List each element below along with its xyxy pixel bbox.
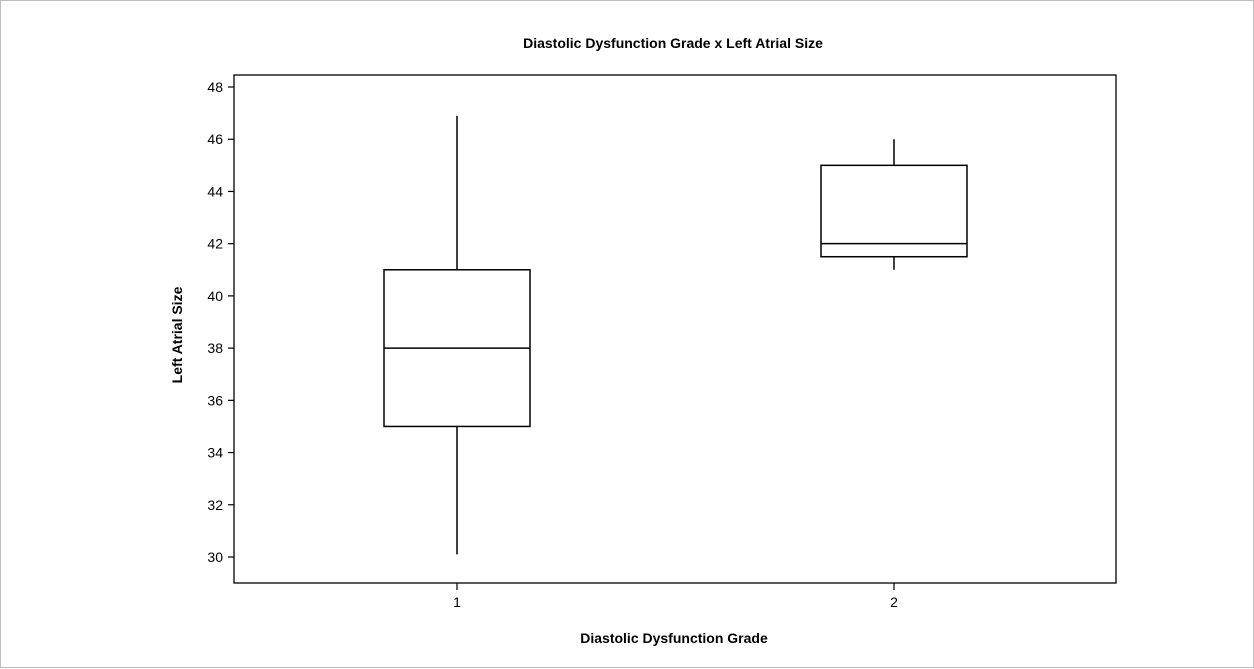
y-axis: 30 32 34 36 38 40 42 44 46 48 [207,79,234,565]
y-tick-label: 32 [207,497,223,513]
y-tick-label: 46 [207,131,223,147]
y-tick-label: 30 [207,549,223,565]
y-tick-label: 40 [207,288,223,304]
interquartile-box [820,164,968,258]
y-tick-label: 38 [207,340,223,356]
chart-title: Diastolic Dysfunction Grade x Left Atria… [523,35,823,51]
y-tick-label: 42 [207,236,223,252]
y-tick-label: 48 [207,79,223,95]
y-tick-label: 34 [207,445,223,461]
y-axis-title: Left Atrial Size [169,286,185,383]
y-tick-label: 44 [207,183,223,199]
box-group-grade-2 [820,139,968,270]
plot-area-border [233,74,1117,584]
box-group-grade-1 [383,115,531,555]
y-tick-label: 36 [207,392,223,408]
x-tick-label: 2 [890,594,898,610]
x-axis-title: Diastolic Dysfunction Grade [580,630,768,646]
boxes-layer [383,115,968,555]
x-tick-label: 1 [453,594,461,610]
